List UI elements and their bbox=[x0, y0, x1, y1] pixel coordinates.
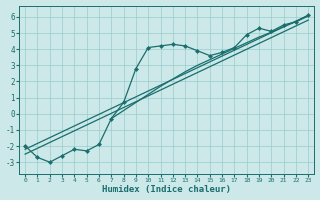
X-axis label: Humidex (Indice chaleur): Humidex (Indice chaleur) bbox=[102, 185, 231, 194]
